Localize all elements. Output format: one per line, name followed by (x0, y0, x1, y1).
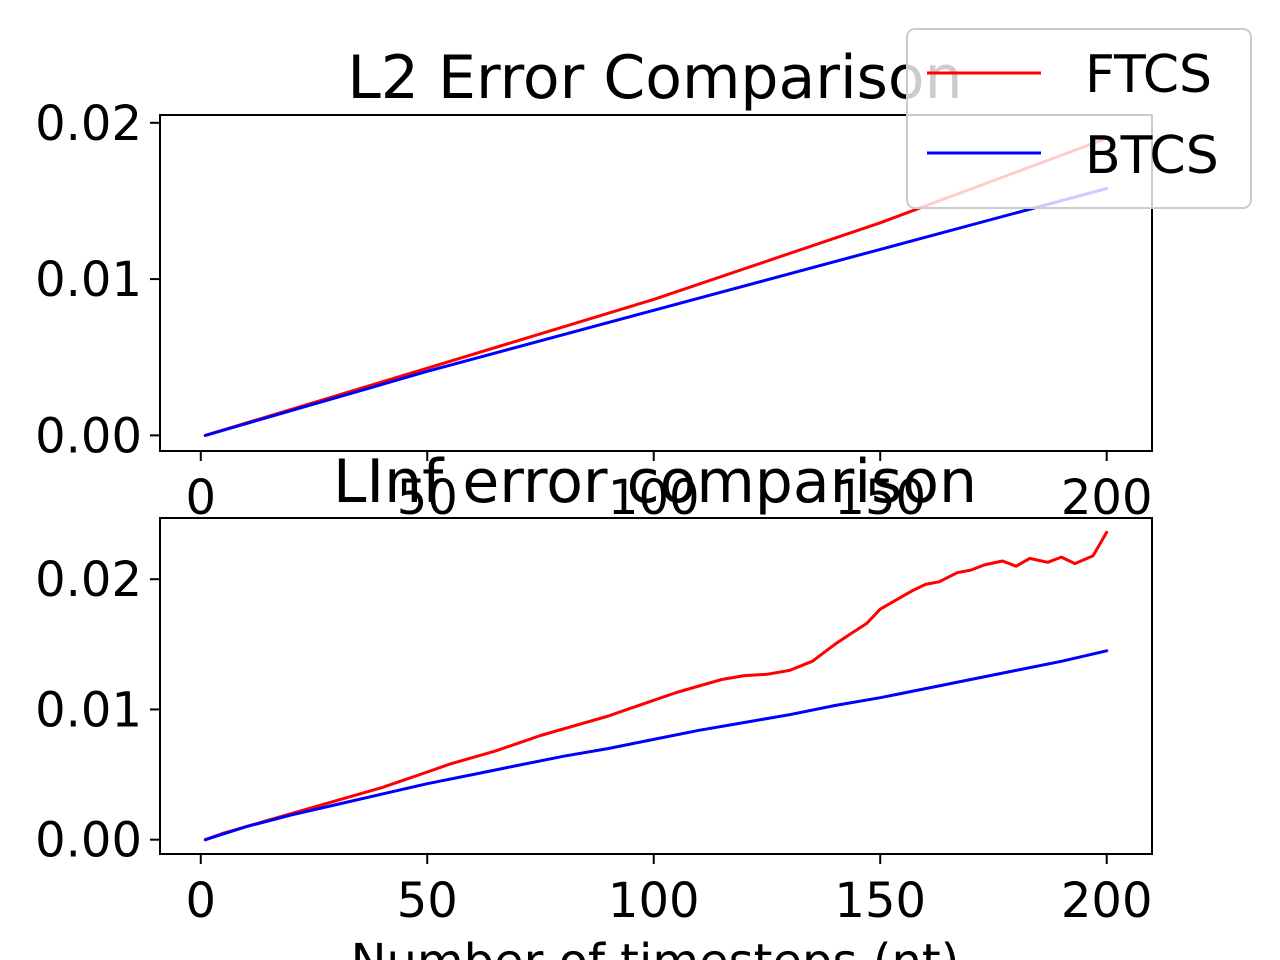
linf-ytick-label: 0.01 (35, 682, 142, 738)
linf-xtick-label: 100 (608, 873, 700, 929)
l2-error-subplot: L2 Error Comparison 0 50 100 150 200 0.000.0… (35, 43, 1153, 526)
linf-series-btcs-line (203, 649, 1109, 842)
l2-chart-title: L2 Error Comparison (347, 43, 962, 113)
l2-ytick-label: 0.02 (35, 96, 142, 152)
linf-ytick-label: 0.02 (35, 552, 142, 608)
linf-y-ticks: 0.00 0.01 0.02 (35, 552, 160, 869)
linf-error-subplot: 0 50 100 150 200 0.00 0.01 0.02 LInf error com… (35, 447, 1153, 960)
l2-xtick-label: 50 (397, 470, 458, 526)
l2-y-ticks: 0.00 0.01 0.02 (35, 96, 160, 464)
l2-plot-frame (159, 114, 1153, 452)
l2-xtick-label: 100 (608, 470, 700, 526)
l2-xtick-label: 0 (185, 470, 216, 526)
linf-xtick-label: 0 (185, 873, 216, 929)
l2-xtick-label: 150 (834, 470, 926, 526)
linf-ytick-label: 0.00 (35, 813, 142, 869)
linf-xtick-label: 200 (1061, 873, 1153, 929)
linf-xtick-label: 150 (834, 873, 926, 929)
legend-label-btcs: BTCS (1085, 126, 1219, 186)
linf-xtick-label: 50 (397, 873, 458, 929)
l2-series-btcs-line (203, 187, 1109, 437)
linf-plot-frame (159, 517, 1153, 855)
linf-series-ftcs-line (203, 530, 1109, 842)
l2-ytick-label: 0.00 (35, 408, 142, 464)
linf-chart-title: LInf error comparison (333, 447, 977, 517)
legend: FTCS BTCS (906, 28, 1252, 209)
l2-x-ticks: 0 50 100 150 200 (185, 451, 1153, 526)
linf-series-layer (203, 530, 1109, 842)
legend-label-ftcs: FTCS (1085, 45, 1212, 105)
l2-ytick-label: 0.01 (35, 252, 142, 308)
linf-x-ticks: 0 50 100 150 200 (185, 854, 1153, 929)
l2-xtick-label: 200 (1061, 470, 1153, 526)
x-axis-label: Number of timesteps (nt) (351, 934, 960, 960)
